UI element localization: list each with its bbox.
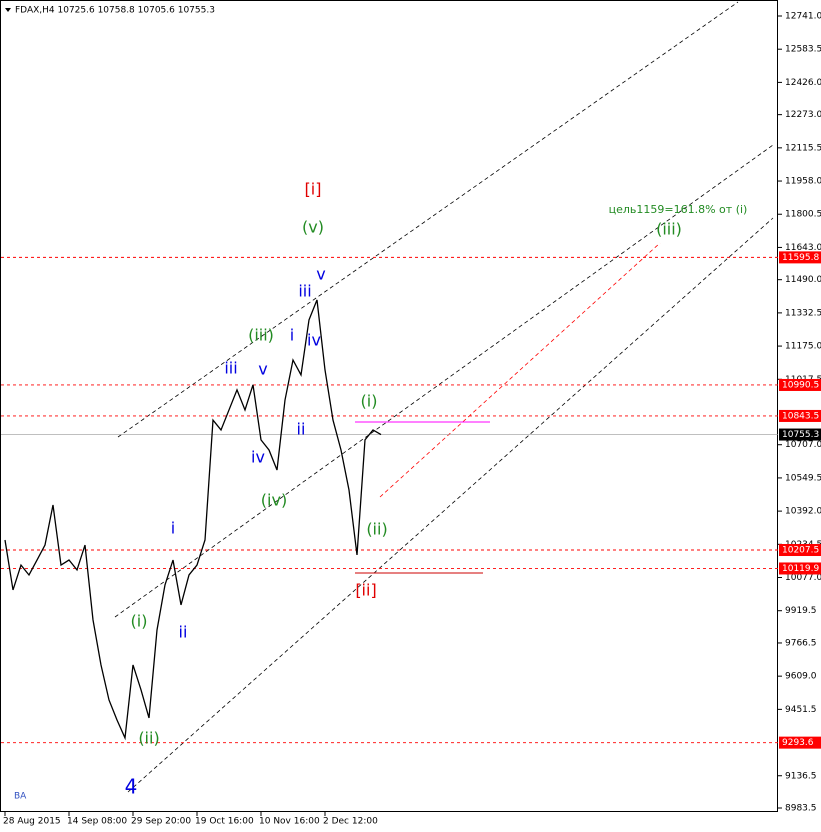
wave-label: (ii)	[138, 729, 159, 748]
x-tick-label: 29 Sep 20:00	[131, 817, 191, 827]
y-tick-label: 11175.0	[785, 342, 821, 352]
x-tick-label: 14 Sep 08:00	[67, 817, 127, 827]
level-label: 10207.5	[782, 546, 819, 556]
y-tick-label: 11490.0	[785, 275, 821, 285]
level-label-bg	[779, 251, 821, 264]
y-tick-label: 10707.0	[785, 440, 821, 450]
wave-label: [i]	[305, 180, 322, 199]
price-line	[4, 299, 382, 741]
y-tick-label: 12426.0	[785, 78, 821, 88]
y-tick-label: 12583.5	[785, 45, 821, 55]
y-tick-label: 11643.0	[785, 243, 821, 253]
level-label-bg	[779, 544, 821, 557]
wave-label: v	[258, 360, 267, 379]
y-tick-label: 10392.0	[785, 507, 821, 517]
y-tick-label: 10549.5	[785, 473, 821, 483]
level-label: 10990.5	[782, 380, 819, 390]
y-tick-label: 9609.0	[785, 672, 817, 682]
y-tick-label: 10077.0	[785, 573, 821, 583]
wave-label: iii	[224, 359, 237, 378]
wave-label: v	[316, 265, 325, 284]
channel-line	[114, 144, 774, 618]
channel-line	[127, 217, 774, 793]
wave-label: iv	[307, 331, 321, 350]
wave-label: ii	[179, 623, 188, 642]
wave-label: (i)	[361, 392, 378, 411]
wave-label: [ii]	[355, 581, 376, 600]
wave-label: цель1159=161.8% от (i)	[609, 203, 748, 216]
y-tick-label: 9136.5	[785, 771, 817, 781]
watermark: BA	[14, 792, 27, 802]
x-tick-label: 10 Nov 16:00	[259, 817, 320, 827]
wave-label: (iii)	[656, 220, 682, 239]
y-tick-label: 12115.5	[785, 143, 821, 153]
level-label: 10119.9	[782, 564, 819, 574]
channel-lines	[114, 1, 774, 793]
wave-label: ii	[297, 420, 306, 439]
level-label: 11595.8	[782, 253, 819, 263]
wave-label: (v)	[302, 218, 324, 237]
wave-label: (iii)	[248, 326, 274, 345]
level-label-bg	[779, 736, 821, 749]
wave-label: (i)	[131, 612, 148, 631]
last-price-label: 10755.3	[782, 430, 819, 440]
wave-label: i	[171, 519, 175, 538]
level-label: 9293.6	[782, 738, 814, 748]
wave-label: (iv)	[261, 491, 287, 510]
y-tick-label: 11332.5	[785, 308, 821, 318]
x-tick-label: 28 Aug 2015	[3, 817, 61, 827]
y-tick-label: 12741.0	[785, 12, 821, 22]
y-tick-label: 9919.5	[785, 606, 817, 616]
level-label-bg	[779, 409, 821, 422]
level-label-bg	[779, 562, 821, 575]
title-arrow	[5, 8, 11, 12]
y-tick-label: 9451.5	[785, 705, 817, 715]
level-label-bg	[779, 378, 821, 391]
last-price-bg	[779, 428, 821, 441]
y-tick-label: 8983.5	[785, 804, 817, 814]
y-tick-label: 12273.0	[785, 110, 821, 120]
target-line	[379, 242, 661, 498]
wave-label: iii	[298, 282, 311, 301]
wave-label: i	[290, 326, 294, 345]
x-tick-label: 2 Dec 12:00	[323, 817, 378, 827]
wave-label: (ii)	[366, 520, 387, 539]
y-tick-label: 11800.5	[785, 210, 821, 220]
y-tick-label: 9766.5	[785, 638, 817, 648]
plot-frame	[0, 0, 778, 812]
level-label: 10843.5	[782, 411, 819, 421]
wave-label: 4	[125, 775, 138, 799]
channel-line	[117, 1, 739, 438]
y-tick-label: 11958.0	[785, 177, 821, 187]
wave-label: iv	[251, 448, 265, 467]
x-tick-label: 19 Oct 16:00	[195, 817, 254, 827]
chart-title: FDAX,H4 10725.6 10758.8 10705.6 10755.3	[15, 6, 215, 16]
